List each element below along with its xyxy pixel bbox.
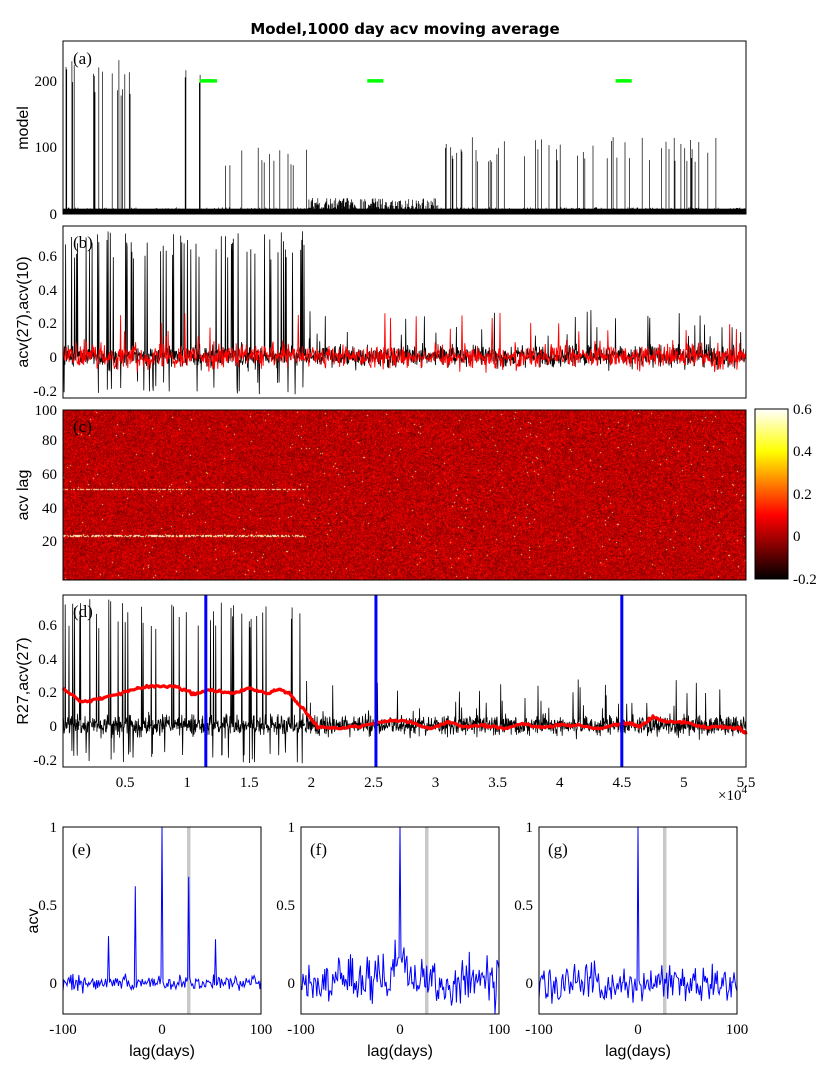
panel-c-ytick-60: 60 — [42, 467, 57, 483]
acv-curve — [62, 826, 262, 994]
panel-d-xtick-8: 4.5 — [612, 775, 631, 791]
panel-e-frame — [62, 826, 262, 1015]
panel-b-ytick-06: 0.6 — [38, 249, 57, 265]
panel-d-xtick-7: 4 — [556, 775, 564, 791]
acv-lag-heatmap — [63, 410, 746, 580]
panel-c-ytick-40: 40 — [42, 501, 57, 517]
panel-a-ytick-0: 0 — [50, 207, 58, 223]
figure-title: Model,1000 day acv moving average — [250, 20, 559, 38]
colorbar-tick-04: 0.4 — [793, 444, 812, 460]
panel-d-xtick-10: 5.5 — [737, 775, 756, 791]
panel-g: -100 0 100 0 0.5 1 lag(days) (g) — [514, 820, 748, 1060]
pf-ytick-2: 1 — [288, 820, 296, 836]
pg-xlabel: lag(days) — [605, 1043, 671, 1060]
pf-ytick-1: 0.5 — [276, 898, 295, 914]
acv10-series — [62, 312, 747, 373]
colorbar — [754, 408, 789, 580]
panel-f-frame — [300, 826, 500, 1015]
acv27-series — [62, 231, 747, 395]
pf-xtick-2: 100 — [488, 1022, 511, 1038]
panel-e-label: (e) — [72, 840, 91, 859]
panel-b-ylabel: acv(27),acv(10) — [15, 256, 32, 367]
panel-c: (c) acv lag 20 40 60 80 100 0.6 0.4 0.2 … — [15, 402, 817, 588]
panel-d-xtick-4: 2.5 — [364, 775, 383, 791]
pe-ytick-2: 1 — [50, 820, 58, 836]
pe-ytick-0: 0 — [50, 976, 58, 992]
panel-c-ytick-20: 20 — [42, 534, 57, 550]
panel-a-ytick-200: 200 — [35, 74, 58, 90]
panel-b-ytick-02: 0.2 — [38, 316, 57, 332]
panel-b: (b) acv(27),acv(10) -0.2 0 0.2 0.4 0.6 — [15, 225, 747, 400]
model-baseline-band — [63, 208, 746, 214]
panel-c-ytick-80: 80 — [42, 433, 57, 449]
panel-d-xtick-5: 3 — [432, 775, 440, 791]
pg-ytick-2: 1 — [526, 820, 534, 836]
panel-a-frame — [62, 40, 747, 215]
panel-d: (d) R27,acv(27) -0.2 0 0.2 0.4 0.6 0.5 1 1… — [15, 594, 756, 804]
panel-d-xtick-2: 1.5 — [240, 775, 259, 791]
panel-a-ylabel: model — [15, 106, 32, 150]
x-multiplier-exp: 4 — [741, 784, 747, 796]
colorbar-tick-m02: -0.2 — [793, 572, 817, 588]
panel-a: (a) model 0 100 200 — [15, 40, 747, 223]
pg-xtick-2: 100 — [726, 1022, 749, 1038]
panel-d-ytick-04: 0.4 — [38, 652, 57, 668]
colorbar-tick-06: 0.6 — [793, 402, 812, 418]
r27-moving-average — [61, 683, 748, 735]
panel-c-ylabel: acv lag — [15, 470, 32, 521]
pg-ytick-1: 0.5 — [514, 898, 533, 914]
panel-a-ytick-100: 100 — [35, 140, 58, 156]
x-multiplier: ×104 — [718, 784, 747, 804]
panel-c-ytick-100: 100 — [35, 403, 58, 419]
panel-f: -100 0 100 0 0.5 1 lag(days) (f) — [276, 820, 510, 1060]
panel-b-label: (b) — [73, 233, 93, 252]
panel-c-frame — [62, 409, 747, 581]
panel-g-label: (g) — [548, 840, 568, 859]
panel-d-ytick-0: 0 — [50, 719, 58, 735]
panel-f-label: (f) — [310, 840, 327, 859]
panel-d-xtick-6: 3.5 — [488, 775, 507, 791]
panel-g-frame — [538, 826, 738, 1015]
panel-d-frame — [62, 594, 747, 768]
panel-b-frame — [62, 225, 747, 399]
acv-curve — [300, 826, 500, 1015]
pf-ytick-0: 0 — [288, 976, 296, 992]
panel-c-label: (c) — [73, 417, 92, 436]
pe-xtick-0: -100 — [49, 1022, 77, 1038]
panel-b-ytick-m02: -0.2 — [33, 384, 57, 400]
panel-e: -100 0 100 0 0.5 1 lag(days) (e) acv — [25, 820, 272, 1060]
panel-d-ytick-02: 0.2 — [38, 685, 57, 701]
pf-xtick-1: 0 — [396, 1022, 404, 1038]
pe-xlabel: lag(days) — [129, 1043, 195, 1060]
colorbar-tick-0: 0 — [793, 529, 801, 545]
panel-b-ytick-04: 0.4 — [38, 283, 57, 299]
panel-e-ylabel: acv — [25, 909, 42, 934]
x-multiplier-base: ×10 — [718, 788, 741, 804]
panel-d-xtick-9: 5 — [680, 775, 688, 791]
pe-xtick-1: 0 — [158, 1022, 166, 1038]
model-series — [62, 60, 747, 214]
panel-b-ytick-0: 0 — [50, 350, 58, 366]
pg-ytick-0: 0 — [526, 976, 534, 992]
pg-xtick-1: 0 — [634, 1022, 642, 1038]
pe-xtick-2: 100 — [250, 1022, 273, 1038]
panel-d-ylabel: R27,acv(27) — [15, 637, 32, 724]
panel-d-xtick-3: 2 — [308, 775, 316, 791]
panel-d-xtick-0: 0.5 — [116, 775, 135, 791]
panel-d-xticks: 0.5 1 1.5 2 2.5 3 3.5 4 4.5 5 5.5 — [116, 775, 756, 791]
colorbar-tick-02: 0.2 — [793, 487, 812, 503]
panel-d-label: (d) — [73, 602, 93, 621]
acv-curve — [538, 826, 738, 1004]
panel-d-ytick-06: 0.6 — [38, 618, 57, 634]
panel-d-ytick-m02: -0.2 — [33, 753, 57, 769]
panel-d-xtick-1: 1 — [183, 775, 191, 791]
pf-xlabel: lag(days) — [367, 1043, 433, 1060]
pf-xtick-0: -100 — [287, 1022, 315, 1038]
pe-ytick-1: 0.5 — [38, 898, 57, 914]
pg-xtick-0: -100 — [525, 1022, 553, 1038]
panel-a-label: (a) — [73, 49, 92, 68]
acv27-series — [62, 599, 747, 764]
